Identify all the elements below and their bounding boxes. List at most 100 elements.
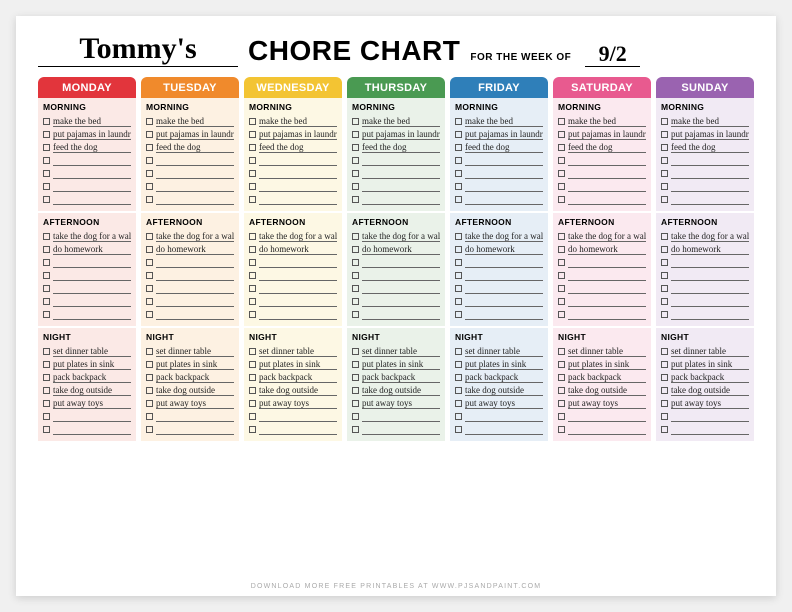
task-checkbox[interactable] — [661, 272, 668, 279]
task-checkbox[interactable] — [661, 348, 668, 355]
task-checkbox[interactable] — [146, 233, 153, 240]
task-line[interactable]: put plates in sink — [259, 359, 337, 370]
task-line[interactable] — [465, 411, 543, 422]
task-checkbox[interactable] — [43, 400, 50, 407]
task-checkbox[interactable] — [661, 196, 668, 203]
task-checkbox[interactable] — [661, 298, 668, 305]
task-line[interactable]: set dinner table — [53, 346, 131, 357]
task-checkbox[interactable] — [661, 170, 668, 177]
task-line[interactable]: set dinner table — [568, 346, 646, 357]
task-line[interactable] — [671, 181, 749, 192]
task-line[interactable] — [568, 424, 646, 435]
task-line[interactable] — [465, 296, 543, 307]
task-checkbox[interactable] — [146, 311, 153, 318]
task-line[interactable]: put pajamas in laundry — [671, 129, 749, 140]
task-checkbox[interactable] — [249, 259, 256, 266]
task-checkbox[interactable] — [43, 144, 50, 151]
task-line[interactable]: take dog outside — [465, 385, 543, 396]
task-line[interactable]: put pajamas in laundry — [259, 129, 337, 140]
task-line[interactable] — [671, 411, 749, 422]
task-checkbox[interactable] — [558, 170, 565, 177]
task-checkbox[interactable] — [43, 374, 50, 381]
task-line[interactable]: feed the dog — [465, 142, 543, 153]
task-line[interactable] — [362, 309, 440, 320]
task-checkbox[interactable] — [249, 348, 256, 355]
task-checkbox[interactable] — [43, 246, 50, 253]
task-line[interactable] — [53, 155, 131, 166]
task-checkbox[interactable] — [661, 387, 668, 394]
task-checkbox[interactable] — [352, 131, 359, 138]
task-checkbox[interactable] — [43, 170, 50, 177]
task-checkbox[interactable] — [558, 413, 565, 420]
task-line[interactable] — [53, 309, 131, 320]
task-checkbox[interactable] — [558, 246, 565, 253]
task-line[interactable] — [465, 168, 543, 179]
task-checkbox[interactable] — [661, 311, 668, 318]
task-line[interactable] — [53, 181, 131, 192]
task-checkbox[interactable] — [146, 426, 153, 433]
task-line[interactable] — [156, 194, 234, 205]
task-line[interactable] — [156, 309, 234, 320]
task-line[interactable] — [671, 283, 749, 294]
task-checkbox[interactable] — [455, 246, 462, 253]
task-line[interactable] — [465, 257, 543, 268]
task-checkbox[interactable] — [455, 196, 462, 203]
task-checkbox[interactable] — [661, 413, 668, 420]
task-checkbox[interactable] — [43, 131, 50, 138]
task-checkbox[interactable] — [558, 361, 565, 368]
task-line[interactable] — [568, 411, 646, 422]
task-line[interactable]: set dinner table — [156, 346, 234, 357]
task-line[interactable]: take the dog for a walk — [259, 231, 337, 242]
task-checkbox[interactable] — [249, 272, 256, 279]
task-checkbox[interactable] — [249, 374, 256, 381]
task-line[interactable] — [362, 283, 440, 294]
task-checkbox[interactable] — [352, 387, 359, 394]
task-checkbox[interactable] — [455, 413, 462, 420]
task-checkbox[interactable] — [455, 387, 462, 394]
task-checkbox[interactable] — [146, 131, 153, 138]
task-line[interactable] — [259, 257, 337, 268]
task-checkbox[interactable] — [661, 131, 668, 138]
task-checkbox[interactable] — [455, 233, 462, 240]
week-field[interactable]: 9/2 — [585, 43, 640, 67]
task-line[interactable] — [465, 309, 543, 320]
task-line[interactable] — [362, 424, 440, 435]
task-checkbox[interactable] — [43, 233, 50, 240]
task-line[interactable]: pack backpack — [362, 372, 440, 383]
task-line[interactable]: take the dog for a walk — [362, 231, 440, 242]
task-line[interactable] — [671, 424, 749, 435]
task-checkbox[interactable] — [558, 272, 565, 279]
task-line[interactable]: take the dog for a walk — [568, 231, 646, 242]
task-checkbox[interactable] — [352, 272, 359, 279]
task-line[interactable] — [53, 257, 131, 268]
task-checkbox[interactable] — [146, 144, 153, 151]
task-line[interactable] — [53, 270, 131, 281]
task-line[interactable]: put plates in sink — [53, 359, 131, 370]
task-checkbox[interactable] — [455, 374, 462, 381]
task-checkbox[interactable] — [352, 170, 359, 177]
task-line[interactable]: pack backpack — [465, 372, 543, 383]
task-line[interactable]: feed the dog — [156, 142, 234, 153]
task-checkbox[interactable] — [558, 387, 565, 394]
task-line[interactable] — [259, 155, 337, 166]
task-checkbox[interactable] — [249, 157, 256, 164]
task-checkbox[interactable] — [661, 144, 668, 151]
task-checkbox[interactable] — [661, 361, 668, 368]
task-line[interactable] — [259, 283, 337, 294]
task-line[interactable]: feed the dog — [568, 142, 646, 153]
task-line[interactable]: put away toys — [568, 398, 646, 409]
task-checkbox[interactable] — [558, 157, 565, 164]
task-checkbox[interactable] — [352, 233, 359, 240]
task-line[interactable] — [259, 411, 337, 422]
task-checkbox[interactable] — [661, 426, 668, 433]
task-line[interactable] — [465, 424, 543, 435]
task-checkbox[interactable] — [352, 157, 359, 164]
task-checkbox[interactable] — [249, 144, 256, 151]
task-checkbox[interactable] — [43, 272, 50, 279]
task-checkbox[interactable] — [249, 183, 256, 190]
task-checkbox[interactable] — [146, 298, 153, 305]
task-line[interactable] — [156, 411, 234, 422]
task-line[interactable]: put away toys — [465, 398, 543, 409]
task-checkbox[interactable] — [146, 118, 153, 125]
task-checkbox[interactable] — [43, 413, 50, 420]
